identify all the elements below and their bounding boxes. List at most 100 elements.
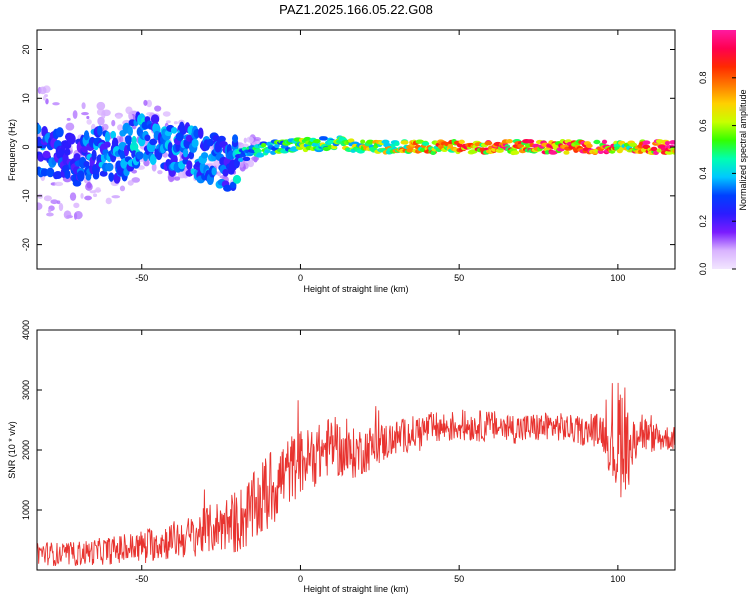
spectrogram-cell	[366, 139, 375, 145]
spectrogram-cell	[125, 106, 133, 115]
spectrogram-cell	[81, 146, 88, 154]
spectrogram-cell	[69, 192, 77, 201]
spectrogram-cell	[510, 150, 520, 155]
spectrogram-cell	[40, 168, 49, 177]
spectrogram-cell	[95, 187, 101, 193]
spectrogram-cell	[211, 167, 217, 176]
spectrogram-cell	[642, 140, 651, 145]
spectrogram-cell	[593, 139, 601, 145]
spectrogram-cell	[526, 139, 535, 144]
spectrogram-x-axis: -50 0 50 100	[135, 30, 625, 283]
spectrogram-cell	[37, 202, 43, 211]
spectrogram-cell	[46, 167, 55, 178]
spectrogram-cell	[170, 126, 178, 134]
spectrogram-cell	[229, 181, 237, 189]
spectrogram-cell	[150, 114, 160, 124]
spectrogram-cell	[242, 156, 251, 162]
spectrogram-cell	[42, 95, 47, 101]
spectrogram-cell	[173, 121, 178, 125]
colorbar-tick-label: 0.2	[698, 215, 708, 228]
spectrogram-cell	[238, 157, 244, 163]
spectrogram-cell	[162, 111, 171, 117]
spectrogram-cell	[321, 136, 328, 141]
spectrogram-cell	[144, 134, 151, 142]
spectrogram-cell	[42, 150, 51, 159]
spectrogram-cell	[217, 171, 222, 177]
spectrogram-cell	[154, 105, 162, 112]
snr-panel: -50 0 50 100 1000 2000 3000 4000 Height of str…	[7, 320, 676, 594]
x-tick-label: 50	[454, 273, 464, 283]
spectrogram-cell	[157, 170, 163, 175]
spectrogram-cell	[83, 160, 90, 168]
spectrogram-cell	[186, 160, 193, 171]
spectrogram-cell	[151, 163, 157, 172]
colorbar-tick-label: 0.0	[698, 263, 708, 276]
spectrogram-cell	[72, 110, 78, 119]
colorbar-axis: 0.0 0.2 0.4 0.6 0.8	[698, 72, 736, 276]
spectrogram-cell	[117, 124, 124, 131]
x-tick-label: 100	[610, 574, 625, 584]
spectrogram-cell	[54, 181, 64, 187]
spectrogram-cell	[182, 148, 189, 158]
y-tick-label: 0	[21, 145, 31, 150]
spectrogram-cell	[104, 141, 111, 148]
spectrogram-cell	[256, 152, 264, 157]
spectrogram-cell	[136, 151, 144, 160]
spectrogram-cell	[73, 202, 80, 209]
spectrogram-cell	[119, 185, 126, 192]
spectrogram-cell	[110, 130, 117, 139]
spectrogram-cell	[198, 127, 204, 139]
spectrogram-cell	[484, 141, 493, 146]
snr-x-label: Height of straight line (km)	[303, 584, 408, 594]
spectrogram-cell	[131, 135, 137, 146]
spectrogram-cell	[232, 134, 239, 143]
spectrogram-cell	[74, 210, 83, 220]
spectrogram-cell	[421, 141, 430, 146]
snr-y-axis: 1000 2000 3000 4000	[21, 320, 675, 520]
spectrogram-image	[37, 85, 675, 220]
spectrogram-cell	[223, 184, 232, 192]
spectrogram-cell	[43, 195, 52, 202]
spectrogram-cell	[149, 138, 158, 146]
spectrogram-cell	[111, 195, 121, 199]
spectrogram-cell	[53, 171, 63, 180]
spectrogram-cell	[111, 119, 116, 127]
spectrogram-cell	[191, 138, 199, 148]
spectrogram-cell	[66, 117, 71, 121]
x-tick-label: 0	[298, 574, 303, 584]
spectrogram-cell	[92, 193, 98, 198]
spectrogram-cell	[217, 135, 226, 143]
spectrogram-cell	[394, 141, 400, 147]
y-tick-label: 4000	[21, 320, 31, 340]
spectrogram-cell	[672, 148, 675, 154]
spectrogram-cell	[311, 142, 319, 147]
spectrogram-cell	[237, 145, 245, 149]
spectrogram-cell	[131, 177, 141, 183]
spectrogram-cell	[206, 138, 214, 147]
spectrogram-cell	[430, 150, 436, 156]
spectrogram-cell	[45, 98, 49, 105]
snr-series-line	[37, 382, 675, 567]
x-tick-label: 0	[298, 273, 303, 283]
spectrogram-cell	[77, 170, 85, 182]
spectrogram-cell	[81, 111, 89, 116]
spectrogram-cell	[381, 139, 390, 145]
spectrogram-cell	[83, 130, 90, 141]
spectrogram-cell	[58, 203, 64, 212]
spectrogram-cell	[601, 139, 608, 144]
spectrogram-cell	[127, 126, 133, 137]
spectrogram-cell	[313, 138, 321, 144]
spectrogram-cell	[505, 139, 513, 144]
spectrogram-cell	[261, 143, 267, 148]
spectrogram-cell	[84, 195, 92, 201]
spectrogram-cell	[108, 172, 114, 182]
x-tick-label: -50	[135, 273, 148, 283]
spectrogram-cell	[174, 176, 181, 181]
spectrogram-cell	[119, 135, 124, 143]
spectrogram-cell	[597, 149, 604, 155]
spectrogram-cell	[37, 123, 42, 135]
spectrogram-cell	[91, 149, 97, 161]
colorbar: 0.0 0.2 0.4 0.6 0.8 Normalized spectral ampl…	[698, 30, 748, 275]
spectrogram-cell	[115, 114, 122, 119]
spectrogram-cell	[146, 99, 152, 108]
